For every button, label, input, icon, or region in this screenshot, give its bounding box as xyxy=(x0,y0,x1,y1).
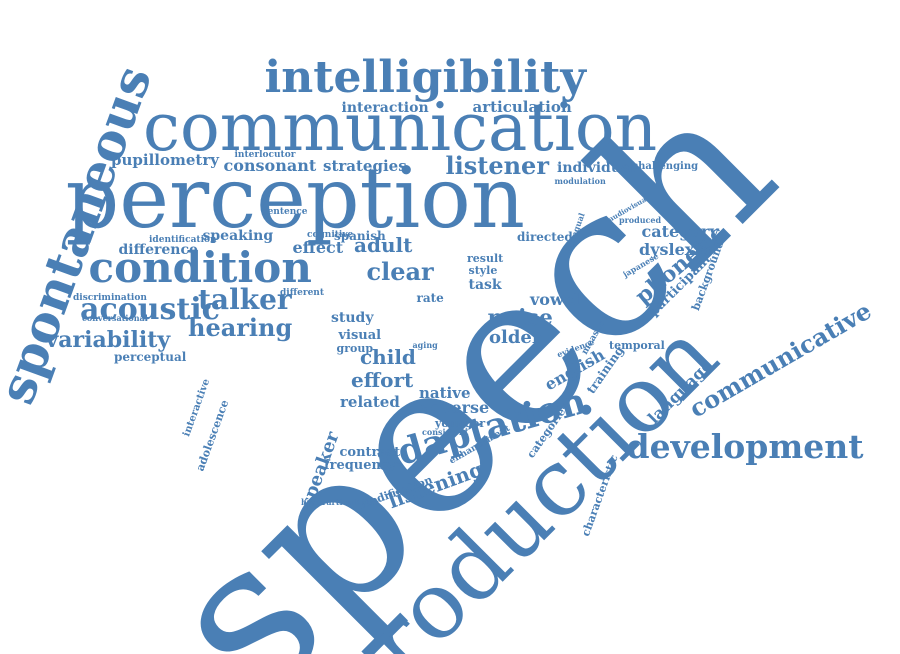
word-aging: aging xyxy=(412,340,438,350)
word-noise: noise xyxy=(487,305,553,331)
word-talker: talker xyxy=(198,283,292,316)
word-visual: visual xyxy=(338,327,382,343)
word-challenging: challenging xyxy=(632,161,699,172)
word-study: study xyxy=(331,310,374,326)
word-frequency: frequency xyxy=(324,457,397,473)
word-produced: produced xyxy=(619,215,662,225)
word-sentence: sentence xyxy=(262,206,308,217)
word-condition: condition xyxy=(88,243,312,292)
word-speaking: speaking xyxy=(202,228,274,244)
word-articulation: articulation xyxy=(472,97,572,116)
word-style: style xyxy=(468,263,498,277)
word-identification: identification xyxy=(149,234,217,245)
word-strategies: strategies xyxy=(323,156,407,175)
word-perceptual: perceptual xyxy=(114,350,187,364)
word-different: different xyxy=(280,287,324,298)
word-directed: directed xyxy=(517,230,573,244)
word-development: development xyxy=(626,426,864,466)
word-intelligibility: intelligibility xyxy=(264,52,586,103)
word-spanish: spanish xyxy=(334,229,386,243)
word-rate: rate xyxy=(416,291,444,305)
word-clear: clear xyxy=(366,257,434,286)
word-cognitive: cognitive xyxy=(307,229,354,240)
word-pupillometry: pupillometry xyxy=(111,150,219,169)
word-listener: listener xyxy=(445,151,549,180)
word-variability: variability xyxy=(45,327,171,353)
word-discrimination: discrimination xyxy=(73,292,147,303)
word-modulation: modulation xyxy=(554,176,606,186)
word-perception: perception xyxy=(65,149,525,247)
word-older: older xyxy=(489,327,542,348)
word-dyslexia: dyslexia xyxy=(639,240,711,259)
word-younger: younger xyxy=(435,416,486,430)
word-contrast: contrast xyxy=(339,444,401,460)
word-interaction: interaction xyxy=(341,100,429,116)
word-effect: effect xyxy=(292,238,344,257)
word-hyperarticulation: hyperarticulation xyxy=(301,497,380,507)
word-conversational: conversational xyxy=(82,313,148,323)
word-result: result xyxy=(467,251,504,265)
word-adverse: adverse xyxy=(420,398,490,417)
word-acoustic: acoustic xyxy=(80,292,220,327)
word-consistent: consistent xyxy=(422,427,469,437)
word-communication: communication xyxy=(143,89,658,166)
word-effort: effort xyxy=(351,368,414,392)
word-child: child xyxy=(360,345,416,369)
word-related: related xyxy=(340,392,400,411)
word-category: category xyxy=(641,222,719,241)
word-difference: difference xyxy=(118,242,198,258)
word-vowel: vowel xyxy=(530,290,580,309)
word-task: task xyxy=(468,277,502,293)
word-hearing: hearing xyxy=(188,313,293,342)
word-consonant: consonant xyxy=(223,156,317,175)
word-group: group xyxy=(336,341,374,355)
word-native: native xyxy=(419,383,471,402)
word-individual: individual xyxy=(557,160,636,176)
word-temporal: temporal xyxy=(609,338,665,352)
word-interlocutor: interlocutor xyxy=(234,149,296,160)
word-adult: adult xyxy=(354,233,413,257)
